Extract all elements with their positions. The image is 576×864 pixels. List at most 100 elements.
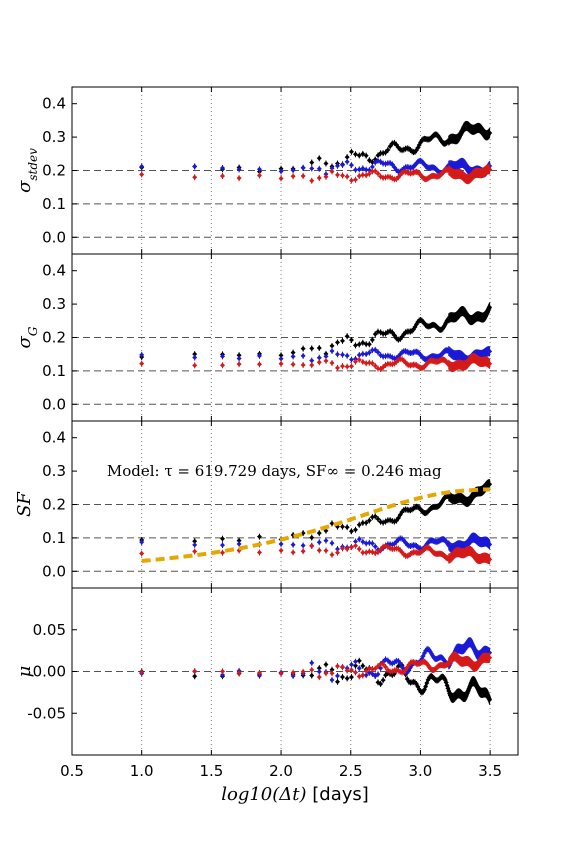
data-point-red	[348, 667, 354, 673]
data-point-blue	[352, 167, 358, 173]
data-point-red	[378, 546, 384, 552]
x-tick-label: 0.5	[60, 762, 84, 780]
data-point-red	[219, 668, 225, 674]
data-point-black	[344, 154, 350, 160]
y-tick-label: 0.00	[33, 663, 66, 681]
data-point-black	[356, 522, 362, 528]
series-group	[139, 302, 493, 373]
data-point-black	[487, 697, 493, 703]
data-point-black	[395, 515, 401, 521]
data-point-red	[352, 359, 358, 365]
data-point-red	[340, 545, 346, 551]
data-point-black	[385, 147, 391, 153]
y-axis-label: μ	[14, 666, 35, 678]
data-point-blue	[192, 355, 198, 361]
data-point-black	[316, 530, 322, 536]
data-point-red	[300, 669, 306, 675]
data-point-black	[352, 663, 358, 669]
data-point-black	[219, 536, 225, 542]
data-point-blue	[363, 672, 369, 678]
model-annotation: Model: τ = 619.729 days, SF∞ = 0.246 mag	[107, 462, 442, 480]
data-point-blue	[256, 353, 262, 359]
data-point-red	[360, 550, 366, 556]
data-point-red	[366, 360, 372, 366]
data-point-red	[329, 670, 335, 676]
data-point-red	[316, 674, 322, 680]
data-point-red	[334, 365, 340, 371]
data-point-black	[372, 331, 378, 337]
data-point-black	[344, 675, 350, 681]
data-point-red	[300, 548, 306, 554]
x-tick-label: 2.0	[269, 762, 293, 780]
data-point-black	[316, 665, 322, 671]
data-point-black	[309, 535, 315, 541]
data-point-black	[487, 130, 493, 136]
data-point-blue	[375, 671, 381, 677]
data-point-red	[487, 361, 493, 367]
data-point-red	[236, 175, 242, 181]
data-point-black	[375, 516, 381, 522]
data-point-red	[352, 543, 358, 549]
data-point-blue	[236, 166, 242, 172]
y-tick-label: 0.1	[42, 529, 66, 547]
data-point-red	[290, 173, 296, 179]
data-point-black	[316, 345, 322, 351]
data-point-black	[363, 520, 369, 526]
data-point-blue	[329, 540, 335, 546]
x-tick-label: 2.5	[339, 762, 363, 780]
data-point-red	[139, 669, 145, 675]
data-point-red	[344, 668, 350, 674]
data-point-black	[309, 159, 315, 165]
data-point-black	[334, 339, 340, 345]
data-point-red	[192, 362, 198, 368]
data-point-black	[340, 524, 346, 530]
data-point-blue	[309, 358, 315, 364]
data-point-blue	[399, 664, 405, 670]
data-point-red	[139, 551, 145, 557]
data-point-blue	[356, 536, 362, 542]
data-point-blue	[278, 168, 284, 174]
data-point-black	[236, 538, 242, 544]
data-point-red	[366, 171, 372, 177]
data-point-blue	[372, 544, 378, 550]
data-point-blue	[352, 659, 358, 665]
data-point-red	[352, 669, 358, 675]
data-point-blue	[344, 159, 350, 165]
data-point-red	[329, 552, 335, 558]
data-point-blue	[192, 164, 198, 170]
data-point-black	[309, 345, 315, 351]
y-tick-label: 0.3	[42, 462, 66, 480]
x-tick-label: 1.5	[199, 762, 223, 780]
x-tick-label: 3.5	[478, 762, 502, 780]
data-point-black	[329, 667, 335, 673]
data-point-blue	[290, 167, 296, 173]
data-point-red	[219, 173, 225, 179]
panel-mu: -0.05 0.00 0.05 μ	[14, 587, 519, 756]
data-point-blue	[139, 539, 145, 545]
data-point-red	[356, 546, 362, 552]
data-point-blue	[316, 669, 322, 675]
data-point-red	[375, 549, 381, 555]
data-point-black	[363, 153, 369, 159]
data-point-black	[356, 152, 362, 158]
data-point-red	[236, 670, 242, 676]
data-point-blue	[356, 665, 362, 671]
data-point-black	[360, 520, 366, 526]
data-point-blue	[329, 165, 335, 171]
data-point-blue	[363, 167, 369, 173]
data-point-black	[366, 517, 372, 523]
data-point-blue	[219, 353, 225, 359]
data-point-black	[348, 149, 354, 155]
data-point-blue	[334, 673, 340, 679]
data-point-red	[329, 360, 335, 366]
data-point-red	[369, 168, 375, 174]
data-point-red	[316, 547, 322, 553]
data-point-black	[372, 513, 378, 519]
model-curve	[141, 487, 491, 563]
data-point-blue	[236, 355, 242, 361]
data-point-blue	[316, 539, 322, 545]
data-point-black	[348, 674, 354, 680]
data-point-blue	[300, 165, 306, 171]
data-point-blue	[363, 540, 369, 546]
data-point-black	[192, 538, 198, 544]
